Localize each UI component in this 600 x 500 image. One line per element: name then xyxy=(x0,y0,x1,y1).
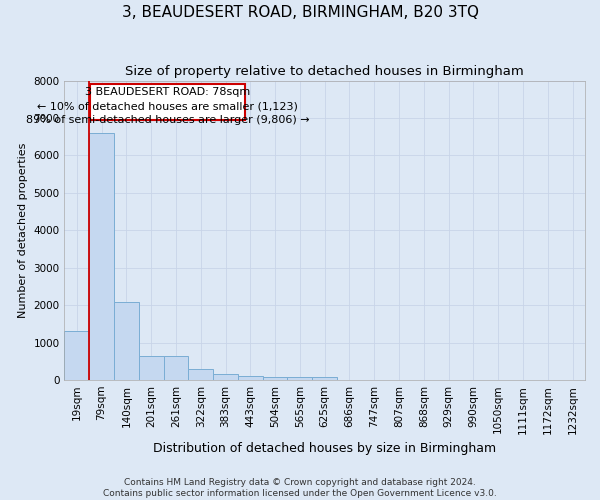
Bar xyxy=(139,356,164,380)
X-axis label: Distribution of detached houses by size in Birmingham: Distribution of detached houses by size … xyxy=(153,442,496,455)
Bar xyxy=(287,377,312,380)
FancyBboxPatch shape xyxy=(91,84,245,120)
Bar xyxy=(312,377,337,380)
Text: 3, BEAUDESERT ROAD, BIRMINGHAM, B20 3TQ: 3, BEAUDESERT ROAD, BIRMINGHAM, B20 3TQ xyxy=(121,5,479,20)
Bar xyxy=(164,356,188,380)
Y-axis label: Number of detached properties: Number of detached properties xyxy=(18,142,28,318)
Bar xyxy=(188,369,213,380)
Bar xyxy=(263,377,287,380)
Bar xyxy=(238,376,263,380)
Text: 3 BEAUDESERT ROAD: 78sqm
← 10% of detached houses are smaller (1,123)
89% of sem: 3 BEAUDESERT ROAD: 78sqm ← 10% of detach… xyxy=(26,88,310,126)
Title: Size of property relative to detached houses in Birmingham: Size of property relative to detached ho… xyxy=(125,65,524,78)
Bar xyxy=(89,133,114,380)
Bar xyxy=(114,302,139,380)
Text: Contains HM Land Registry data © Crown copyright and database right 2024.
Contai: Contains HM Land Registry data © Crown c… xyxy=(103,478,497,498)
Bar xyxy=(64,332,89,380)
Bar xyxy=(213,374,238,380)
